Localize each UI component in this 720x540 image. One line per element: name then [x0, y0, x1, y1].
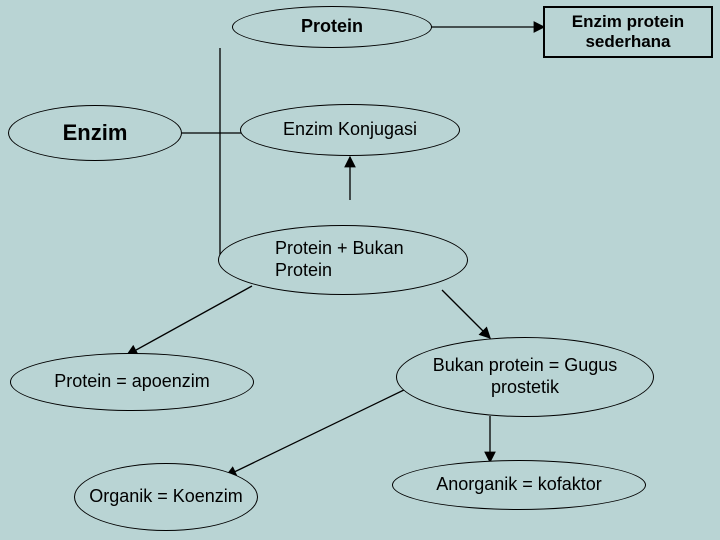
node-protein-bukan-label: Protein + Bukan Protein [219, 238, 439, 281]
node-enzim-label: Enzim [63, 120, 128, 146]
node-enzim-konjugasi: Enzim Konjugasi [240, 104, 460, 156]
node-gugus-label: Bukan protein = Gugus prostetik [408, 355, 642, 398]
edge [127, 286, 252, 355]
edge [226, 388, 408, 476]
node-kofaktor: Anorganik = kofaktor [392, 460, 646, 510]
node-enzim: Enzim [8, 105, 182, 161]
node-protein-label: Protein [301, 16, 363, 38]
node-enzim-sederhana: Enzim protein sederhana [543, 6, 713, 58]
node-koenzim-label: Organik = Koenzim [89, 486, 243, 508]
node-apoenzim: Protein = apoenzim [10, 353, 254, 411]
node-kofaktor-label: Anorganik = kofaktor [436, 474, 602, 496]
node-enzim-sederhana-label: Enzim protein sederhana [555, 12, 701, 53]
node-protein: Protein [232, 6, 432, 48]
node-enzim-konjugasi-label: Enzim Konjugasi [283, 119, 417, 141]
node-koenzim: Organik = Koenzim [74, 463, 258, 531]
node-apoenzim-label: Protein = apoenzim [54, 371, 210, 393]
node-protein-bukan: Protein + Bukan Protein [218, 225, 468, 295]
node-gugus: Bukan protein = Gugus prostetik [396, 337, 654, 417]
edge [442, 290, 490, 338]
